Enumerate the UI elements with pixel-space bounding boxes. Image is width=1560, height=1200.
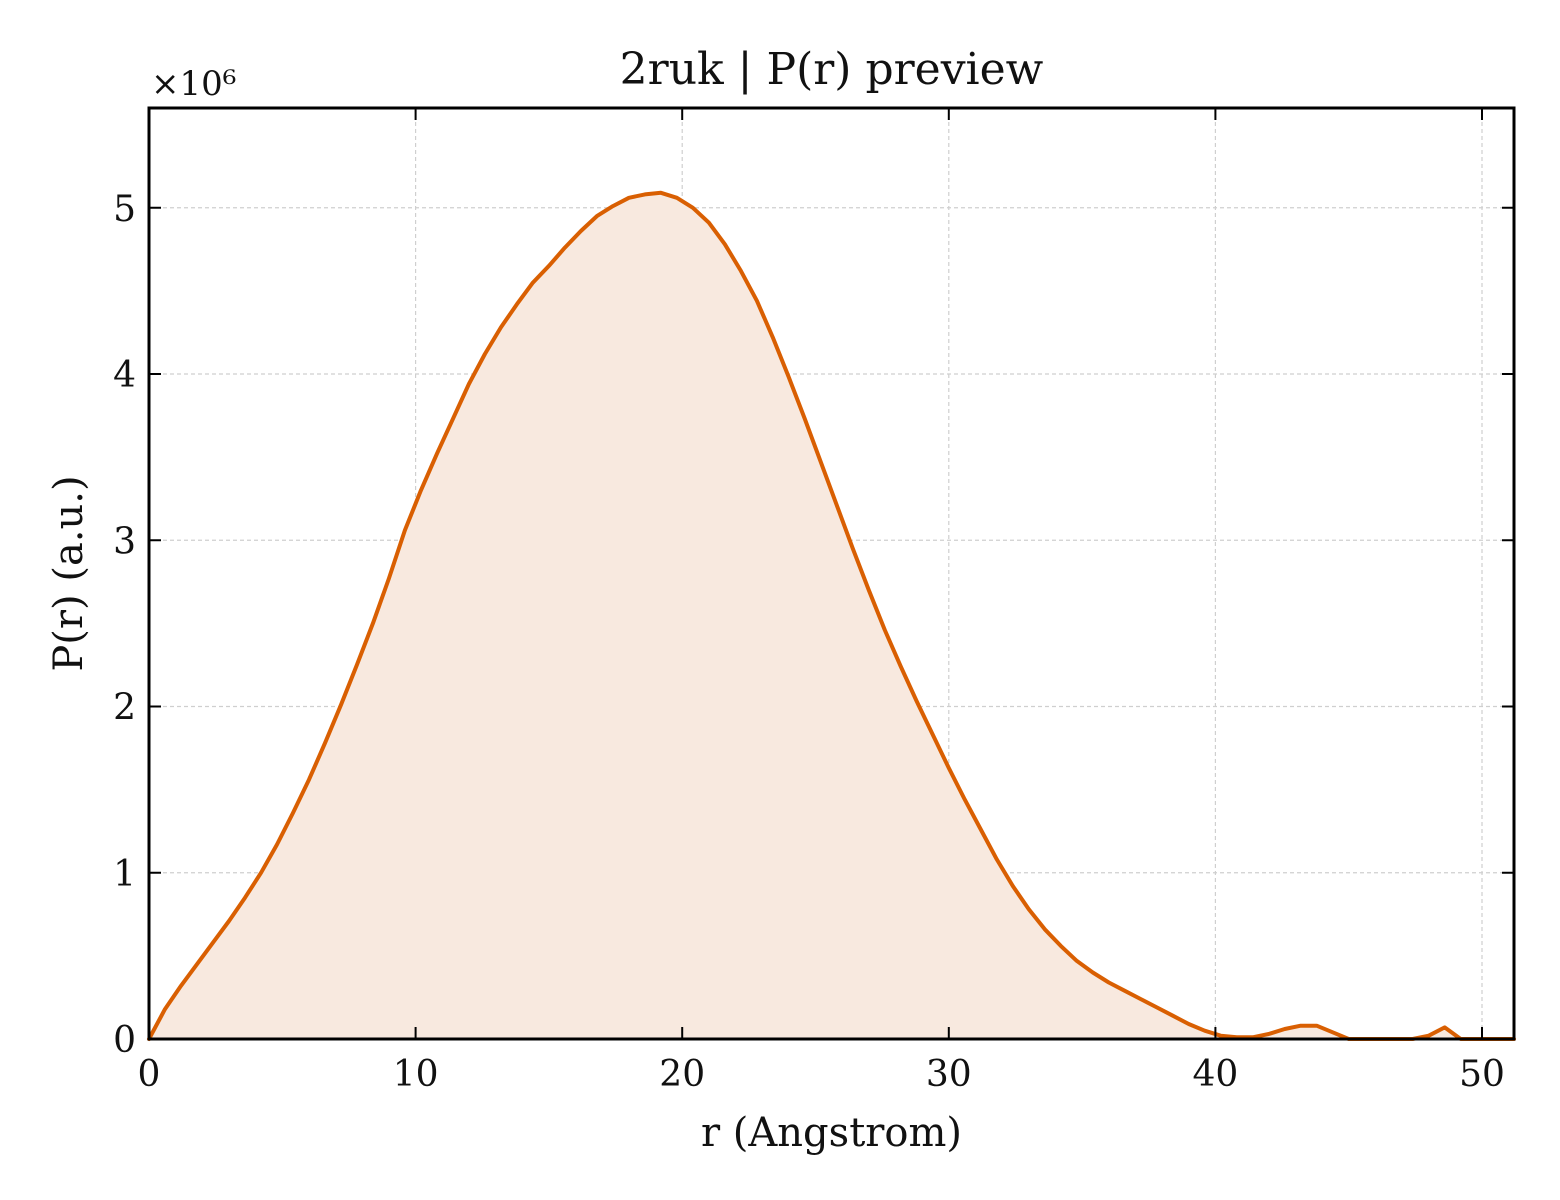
axis-ticks: 0 10 20 30 40 50 0 1 2 3 4 5 (113, 108, 1514, 1095)
x-tick-label: 50 (1459, 1054, 1505, 1095)
grid-lines (149, 108, 1514, 1039)
y-axis-scale-multiplier: ×10⁶ (151, 64, 236, 104)
x-tick-label: 40 (1193, 1054, 1239, 1095)
y-tick-label: 2 (113, 688, 136, 729)
y-tick-label: 3 (113, 521, 136, 562)
plot-frame (147, 106, 1516, 1041)
x-tick-label: 10 (393, 1054, 439, 1095)
series-area-fill (149, 192, 1514, 1040)
y-tick-label: 5 (113, 189, 136, 230)
y-tick-label: 4 (113, 355, 136, 396)
series-line (147, 190, 1516, 1041)
x-tick-label: 30 (926, 1054, 972, 1095)
y-axis-label: P(r) (a.u.) (46, 475, 92, 671)
x-tick-label: 0 (138, 1054, 161, 1095)
y-tick-label: 1 (113, 854, 136, 895)
x-axis-label: r (Angstrom) (701, 1110, 962, 1156)
x-tick-label: 20 (659, 1054, 705, 1095)
y-tick-label: 0 (113, 1020, 136, 1061)
chart-title: 2ruk | P(r) preview (620, 44, 1044, 95)
